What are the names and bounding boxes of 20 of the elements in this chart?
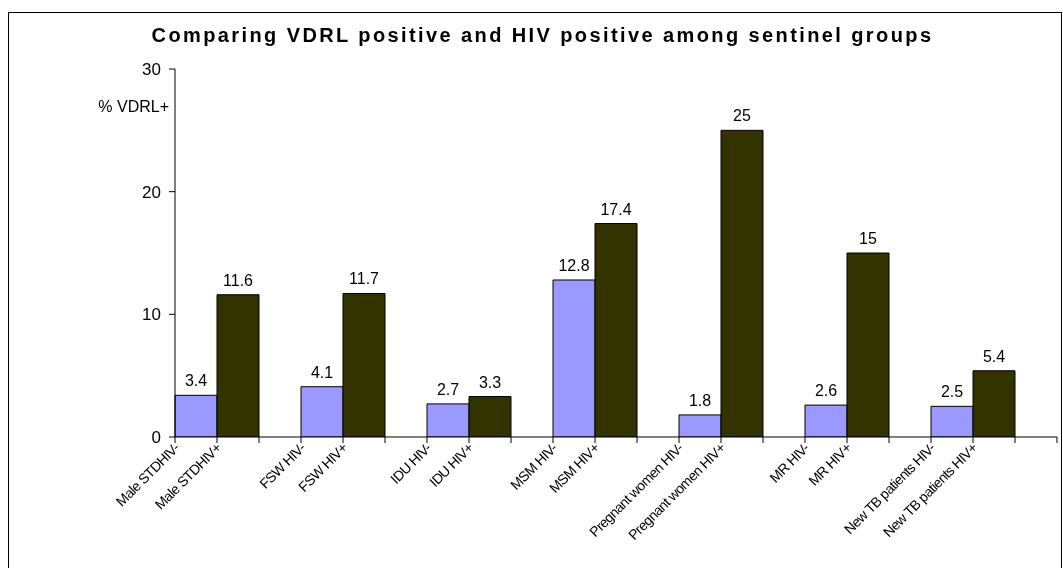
data-label: 2.7	[436, 380, 460, 398]
data-label: 1.8	[688, 391, 712, 409]
data-label: 15	[859, 230, 877, 247]
y-tick-label: 10	[142, 305, 161, 325]
data-label: 12.8	[558, 256, 590, 274]
y-tick-label: 30	[142, 60, 161, 80]
data-label: 11.6	[223, 271, 254, 289]
data-label: 2.5	[940, 383, 964, 401]
y-axis-title: % VDRL+	[98, 98, 169, 115]
data-label: 2.6	[814, 382, 838, 400]
data-label: 3.3	[478, 373, 502, 391]
y-tick-label: 20	[142, 182, 161, 202]
data-label: 5.4	[982, 347, 1006, 365]
data-label: 11.7	[349, 270, 380, 288]
data-label: 4.1	[310, 363, 334, 381]
chart-title: Comparing VDRL positive and HIV positive among sentinel groups	[150, 24, 935, 47]
data-label: 3.4	[184, 372, 208, 390]
data-label: 25	[733, 107, 751, 125]
data-label: 17.4	[600, 200, 632, 218]
y-tick-label: 0	[151, 428, 161, 448]
